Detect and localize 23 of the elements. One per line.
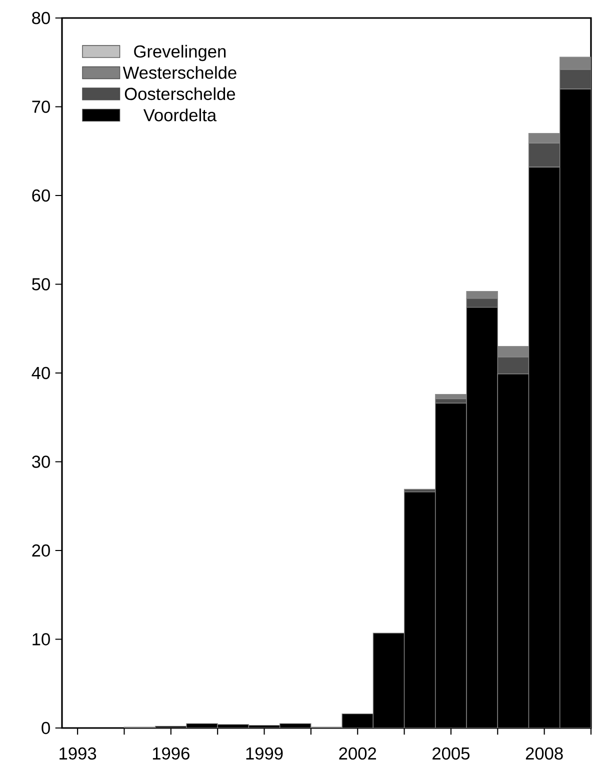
bar: [497, 356, 529, 374]
y-tick-label: 60: [32, 189, 50, 202]
x-tick-label: 1996: [152, 747, 190, 760]
y-tick-label: 0: [41, 722, 50, 734]
bar: [466, 291, 498, 299]
legend-label: Westerschelde: [122, 66, 236, 79]
y-tick-label: 30: [32, 456, 50, 468]
legend-label: Grevelingen: [134, 44, 226, 62]
x-tick-label: 1999: [246, 747, 283, 760]
y-tick-label: 20: [32, 544, 50, 557]
legend-label: Voordelta: [143, 108, 216, 122]
y-tick-label: 80: [32, 12, 50, 24]
y-tick-label: 40: [32, 366, 50, 380]
y-tick-label: 50: [32, 278, 50, 290]
bar: [559, 69, 591, 90]
x-tick-label: 2008: [526, 747, 563, 760]
x-tick-label: 2002: [339, 747, 376, 760]
bar: [528, 142, 560, 168]
y-tick-label: 70: [32, 100, 50, 113]
x-tick-label: 2005: [432, 747, 470, 760]
legend-label: Oosterschelde: [124, 87, 235, 100]
y-tick-label: 10: [32, 633, 50, 646]
x-tick-label: 1993: [59, 747, 96, 760]
